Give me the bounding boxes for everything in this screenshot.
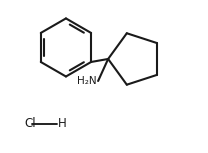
Text: H: H bbox=[58, 117, 67, 130]
Text: H₂N: H₂N bbox=[77, 76, 97, 86]
Text: Cl: Cl bbox=[24, 117, 36, 130]
